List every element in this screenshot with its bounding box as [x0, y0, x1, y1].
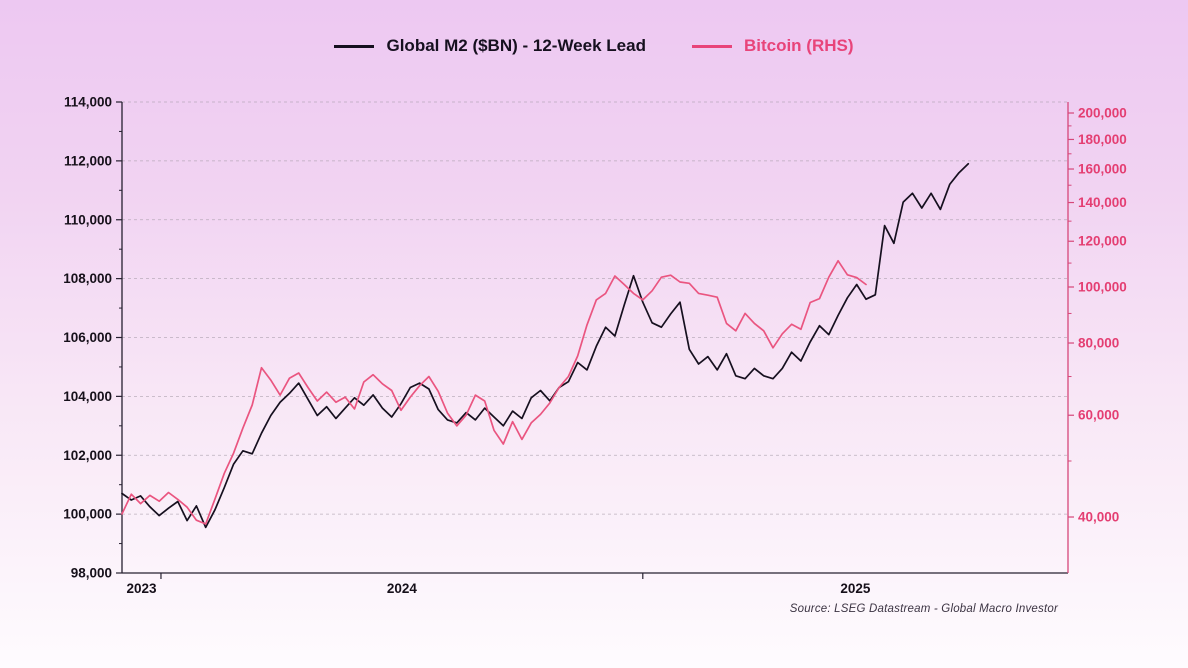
left-axis-tick-label: 110,000 — [64, 212, 112, 227]
legend-label-bitcoin: Bitcoin (RHS) — [743, 36, 854, 55]
right-axis-tick-label: 40,000 — [1078, 510, 1119, 525]
x-axis-year-label: 2024 — [387, 581, 418, 596]
left-axis-tick-label: 108,000 — [63, 271, 112, 286]
right-axis-tick-label: 100,000 — [1078, 280, 1127, 295]
source-note: Source: LSEG Datastream - Global Macro I… — [789, 603, 1058, 615]
right-axis-tick-label: 60,000 — [1078, 408, 1119, 423]
left-axis-tick-label: 98,000 — [71, 566, 112, 581]
chart-legend: Global M2 ($BN) - 12-Week Lead Bitcoin (… — [0, 36, 1188, 56]
left-axis-tick-label: 104,000 — [63, 389, 112, 404]
series-line — [121, 162, 970, 529]
right-axis-tick-label: 140,000 — [1078, 195, 1127, 210]
left-axis-tick-label: 106,000 — [63, 330, 112, 345]
x-axis-year-label: 2023 — [126, 581, 157, 596]
left-axis-tick-label: 102,000 — [63, 448, 112, 463]
bitcoin-line-swatch — [691, 44, 732, 48]
left-axis-tick-label: 114,000 — [64, 95, 112, 110]
m2-line-swatch — [334, 44, 375, 48]
right-axis-tick-label: 120,000 — [1078, 234, 1127, 249]
legend-item-global-m2: Global M2 ($BN) - 12-Week Lead — [334, 36, 646, 56]
series-line — [121, 259, 867, 525]
left-axis-tick-label: 100,000 — [63, 507, 112, 522]
right-axis-tick-label: 160,000 — [1078, 162, 1127, 177]
right-axis-tick-label: 200,000 — [1078, 106, 1127, 121]
legend-item-bitcoin: Bitcoin (RHS) — [691, 36, 854, 56]
right-axis-tick-label: 80,000 — [1078, 336, 1119, 351]
legend-label-global-m2: Global M2 ($BN) - 12-Week Lead — [386, 36, 646, 55]
x-axis-year-label: 2025 — [840, 581, 871, 596]
right-axis-tick-label: 180,000 — [1078, 132, 1127, 147]
left-axis-tick-label: 112,000 — [64, 153, 112, 168]
